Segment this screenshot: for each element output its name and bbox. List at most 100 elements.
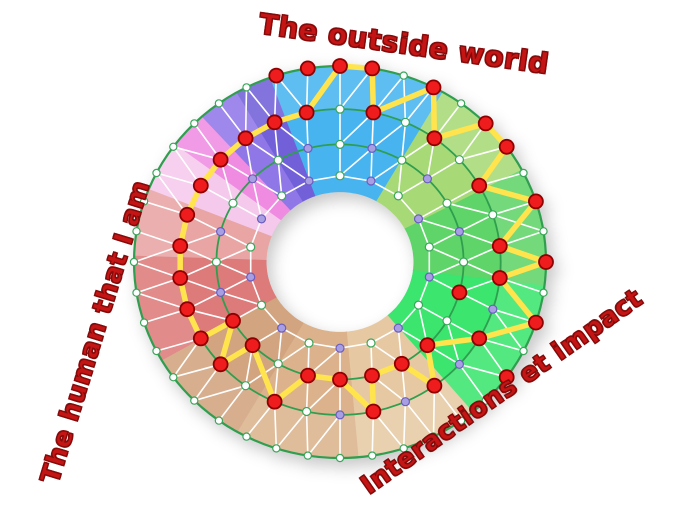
white-node[interactable] xyxy=(190,396,199,405)
red-node[interactable] xyxy=(266,393,283,410)
red-node[interactable] xyxy=(300,367,316,384)
red-node[interactable] xyxy=(393,355,410,372)
white-node[interactable] xyxy=(519,346,528,356)
purple-node[interactable] xyxy=(246,272,256,282)
red-node[interactable] xyxy=(266,114,283,131)
purple-node[interactable] xyxy=(277,323,287,333)
purple-node[interactable] xyxy=(367,143,377,153)
red-node[interactable] xyxy=(225,312,241,329)
white-node[interactable] xyxy=(302,406,312,417)
red-node[interactable] xyxy=(172,238,189,254)
white-node[interactable] xyxy=(539,288,548,297)
white-node[interactable] xyxy=(459,257,469,267)
red-node[interactable] xyxy=(192,177,209,194)
white-node[interactable] xyxy=(169,373,178,382)
purple-node[interactable] xyxy=(393,323,403,333)
white-node[interactable] xyxy=(400,117,410,127)
red-node[interactable] xyxy=(491,238,508,254)
red-node[interactable] xyxy=(332,371,348,388)
white-node[interactable] xyxy=(214,99,224,108)
white-node[interactable] xyxy=(242,432,251,441)
white-node[interactable] xyxy=(211,257,221,267)
purple-node[interactable] xyxy=(424,272,434,282)
white-node[interactable] xyxy=(413,300,424,310)
purple-node[interactable] xyxy=(335,410,345,420)
red-node[interactable] xyxy=(498,138,515,155)
red-node[interactable] xyxy=(477,115,494,132)
white-node[interactable] xyxy=(277,191,287,201)
white-node[interactable] xyxy=(303,451,312,460)
red-node[interactable] xyxy=(244,337,261,354)
white-node[interactable] xyxy=(190,119,199,128)
purple-node[interactable] xyxy=(303,143,313,153)
white-node[interactable] xyxy=(132,227,141,236)
red-node[interactable] xyxy=(538,254,554,270)
red-node[interactable] xyxy=(498,369,515,386)
white-node[interactable] xyxy=(335,171,345,181)
red-node[interactable] xyxy=(298,104,315,121)
red-node[interactable] xyxy=(172,270,189,286)
white-node[interactable] xyxy=(273,155,283,165)
white-node[interactable] xyxy=(393,191,403,201)
red-node[interactable] xyxy=(471,177,488,194)
red-node[interactable] xyxy=(179,206,196,223)
white-node[interactable] xyxy=(246,242,256,252)
white-node[interactable] xyxy=(399,444,408,453)
purple-node[interactable] xyxy=(400,397,410,407)
red-node[interactable] xyxy=(425,79,442,96)
white-node[interactable] xyxy=(456,416,466,425)
red-node[interactable] xyxy=(451,284,468,301)
white-node[interactable] xyxy=(152,346,161,356)
purple-node[interactable] xyxy=(256,214,267,224)
white-node[interactable] xyxy=(169,142,178,151)
white-node[interactable] xyxy=(399,71,408,80)
red-node[interactable] xyxy=(332,58,348,74)
red-node[interactable] xyxy=(365,403,382,420)
white-node[interactable] xyxy=(368,451,377,460)
white-node[interactable] xyxy=(139,318,149,327)
white-node[interactable] xyxy=(366,338,376,348)
red-node[interactable] xyxy=(419,337,436,354)
purple-node[interactable] xyxy=(304,176,314,186)
white-node[interactable] xyxy=(214,416,224,425)
red-node[interactable] xyxy=(364,60,381,77)
white-node[interactable] xyxy=(152,168,161,178)
white-node[interactable] xyxy=(488,210,498,220)
white-node[interactable] xyxy=(539,227,548,236)
white-node[interactable] xyxy=(228,198,238,208)
purple-node[interactable] xyxy=(488,304,498,314)
purple-node[interactable] xyxy=(248,174,258,184)
red-node[interactable] xyxy=(212,151,229,168)
red-node[interactable] xyxy=(491,270,508,286)
white-node[interactable] xyxy=(335,104,345,114)
white-node[interactable] xyxy=(424,242,434,252)
white-node[interactable] xyxy=(442,198,452,208)
white-node[interactable] xyxy=(335,139,345,149)
white-node[interactable] xyxy=(242,83,251,92)
red-node[interactable] xyxy=(299,60,316,77)
red-node[interactable] xyxy=(365,104,382,121)
red-node[interactable] xyxy=(528,314,544,331)
red-node[interactable] xyxy=(426,377,443,394)
red-node[interactable] xyxy=(364,367,380,384)
purple-node[interactable] xyxy=(335,343,345,353)
white-node[interactable] xyxy=(335,453,345,463)
white-node[interactable] xyxy=(519,168,528,178)
red-node[interactable] xyxy=(237,130,254,147)
purple-node[interactable] xyxy=(413,214,424,224)
purple-node[interactable] xyxy=(422,174,432,184)
red-node[interactable] xyxy=(528,193,544,210)
purple-node[interactable] xyxy=(216,227,226,237)
white-node[interactable] xyxy=(304,338,314,348)
red-node[interactable] xyxy=(471,330,488,347)
red-node[interactable] xyxy=(212,356,229,373)
white-node[interactable] xyxy=(273,359,283,369)
purple-node[interactable] xyxy=(454,359,464,369)
white-node[interactable] xyxy=(456,99,466,108)
white-node[interactable] xyxy=(429,432,438,441)
white-node[interactable] xyxy=(132,288,141,297)
white-node[interactable] xyxy=(481,396,490,405)
white-node[interactable] xyxy=(139,197,149,206)
red-node[interactable] xyxy=(268,67,285,84)
white-node[interactable] xyxy=(129,257,139,267)
